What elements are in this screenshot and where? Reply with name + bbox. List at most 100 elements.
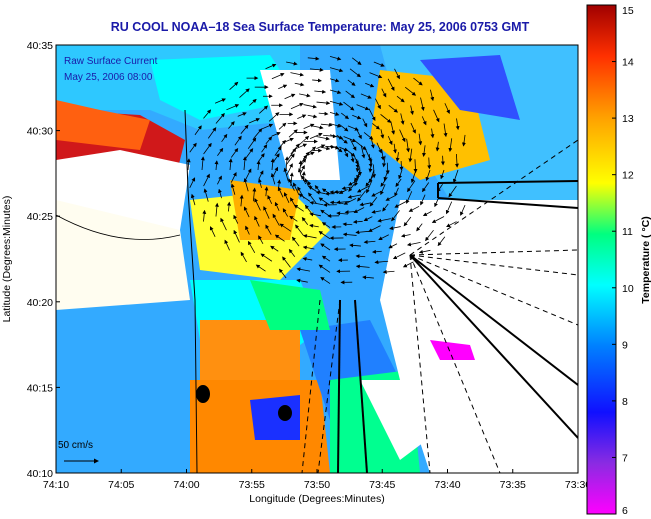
current-arrow <box>203 173 210 187</box>
current-arrow <box>421 116 427 126</box>
current-arrow <box>329 123 342 128</box>
current-arrow <box>277 186 284 198</box>
current-arrow <box>320 146 331 151</box>
current-arrow <box>239 194 244 207</box>
current-arrow <box>382 269 395 274</box>
current-arrow <box>203 188 209 202</box>
current-arrow <box>297 167 302 178</box>
current-arrow <box>299 93 311 98</box>
current-arrow <box>300 164 305 174</box>
x-axis-title: Longitude (Degrees:Minutes) <box>249 493 384 505</box>
current-arrow <box>318 264 331 273</box>
current-arrow <box>352 219 363 224</box>
current-arrow <box>298 160 303 171</box>
current-arrow <box>248 118 260 124</box>
current-arrow <box>255 264 266 272</box>
current-arrow <box>445 201 453 215</box>
current-arrow <box>352 114 362 120</box>
current-arrow <box>455 118 460 131</box>
current-arrow <box>387 78 395 92</box>
current-arrow <box>347 194 362 199</box>
current-arrow <box>427 157 432 170</box>
current-arrow <box>420 97 425 112</box>
x-tick-label: 74:10 <box>43 479 69 491</box>
current-arrow <box>194 125 202 136</box>
current-arrow <box>274 234 285 242</box>
current-arrow <box>392 252 406 260</box>
current-arrow <box>342 222 353 227</box>
current-arrow <box>329 190 340 195</box>
map-title: RU COOL NOAA–18 Sea Surface Temperature:… <box>110 20 530 34</box>
current-arrow <box>446 221 457 228</box>
current-arrow <box>399 129 406 143</box>
current-arrow <box>307 180 313 190</box>
current-arrow <box>318 231 331 240</box>
current-arrow <box>368 159 373 173</box>
current-arrow <box>290 102 304 110</box>
current-arrow <box>267 195 273 205</box>
current-arrow <box>452 169 459 184</box>
current-arrow <box>258 178 262 188</box>
current-arrow <box>320 122 333 127</box>
colorbar <box>586 4 617 515</box>
current-arrow <box>341 186 352 191</box>
current-arrow <box>385 162 390 175</box>
current-arrow <box>321 255 331 262</box>
current-arrow <box>389 226 401 231</box>
current-arrow <box>252 187 257 202</box>
current-arrow <box>345 90 355 99</box>
current-arrow <box>443 123 448 138</box>
x-tick-label: 73:35 <box>500 479 526 491</box>
current-arrow <box>356 104 370 111</box>
current-arrow <box>320 243 331 251</box>
current-arrow <box>387 135 393 146</box>
current-arrow <box>382 203 389 212</box>
current-arrow <box>354 177 359 187</box>
current-arrow <box>405 191 413 204</box>
current-arrow <box>371 249 382 254</box>
current-arrow <box>388 104 399 113</box>
current-arrow <box>289 172 294 187</box>
transect-lines <box>337 180 578 473</box>
current-arrow <box>365 82 375 88</box>
current-arrow <box>404 86 417 96</box>
current-arrow <box>279 223 292 232</box>
current-arrow <box>297 186 305 199</box>
current-arrow <box>296 267 311 272</box>
current-arrow <box>444 103 450 115</box>
current-arrow <box>272 153 280 163</box>
current-arrow <box>460 204 466 216</box>
current-arrow <box>303 123 315 130</box>
current-arrow <box>258 170 264 180</box>
current-arrow <box>316 144 326 149</box>
current-arrow <box>286 153 295 165</box>
current-arrow <box>437 236 446 247</box>
current-arrow <box>396 95 405 103</box>
current-arrow <box>377 218 391 223</box>
current-arrow <box>271 132 281 137</box>
current-arrow <box>430 128 435 139</box>
current-arrow <box>209 226 216 237</box>
current-arrow <box>258 153 265 162</box>
current-arrow <box>260 123 274 130</box>
current-arrow <box>221 133 228 143</box>
current-arrow <box>286 163 293 176</box>
current-arrow <box>249 98 257 106</box>
current-arrow <box>315 190 326 195</box>
y-tick-label: 40:30 <box>27 126 53 138</box>
current-arrow <box>291 236 300 247</box>
current-arrow <box>298 193 311 202</box>
current-arrow <box>233 229 240 243</box>
current-arrow <box>343 136 357 143</box>
current-arrow <box>434 198 439 208</box>
current-arrow <box>203 142 212 155</box>
current-arrow <box>373 61 385 67</box>
current-arrow <box>274 201 280 211</box>
current-arrow <box>215 112 225 124</box>
current-arrow <box>230 171 237 183</box>
current-arrow <box>402 261 414 268</box>
current-arrow <box>347 79 356 86</box>
current-arrow <box>400 113 405 125</box>
current-arrow <box>363 240 376 244</box>
current-arrow <box>217 175 222 185</box>
